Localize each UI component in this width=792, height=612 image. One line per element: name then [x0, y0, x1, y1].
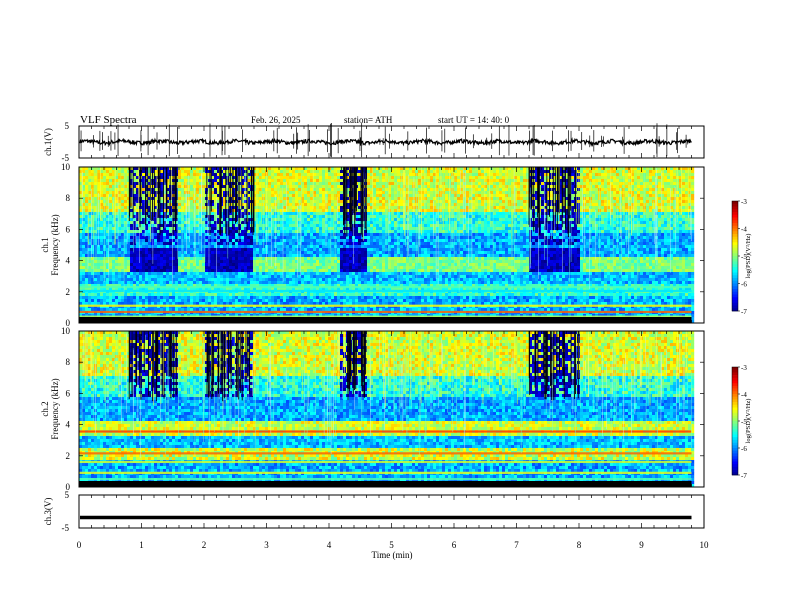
ch2-spectrogram-band-1: [79, 452, 692, 454]
figure-title: VLF Spectra: [80, 114, 137, 126]
ch1-spectrogram-ytick-4: 8: [66, 193, 71, 203]
station-label: station= ATH: [344, 115, 393, 125]
time-tick-5: 5: [389, 540, 394, 550]
time-tick-10: 10: [700, 540, 710, 550]
ch1-spectrogram-colorbar-label: log(PSD)(V²/Hz): [745, 234, 752, 279]
ch3-waveform-ytick-1: -5: [62, 523, 70, 533]
ch3-waveform-panel: 5 -5 ch.3(V): [43, 490, 704, 533]
ch2-spectrogram-ylabel-line1: ch.2: [40, 401, 50, 416]
ch1-spectrogram-band-3: [79, 311, 692, 313]
ch1-spectrogram-low-floor: [79, 317, 692, 323]
ch1-spectrogram-ylabel-line1: ch.1: [40, 237, 50, 252]
time-tick-0: 0: [77, 540, 82, 550]
ch2-spectrogram-band-4: [79, 478, 692, 480]
ch2-spectrogram-band-2: [79, 461, 692, 463]
ch2-spectrogram-ylabel-line2: Frequency (kHz): [50, 378, 60, 439]
ch1-spectrogram-colorbar-tick-4: -7: [741, 308, 747, 316]
time-tick-8: 8: [577, 540, 582, 550]
ch2-spectrogram-ytick-3: 6: [66, 388, 71, 398]
ch1-waveform-trace: [80, 139, 691, 145]
ch3-waveform-ylabel: ch.3(V): [43, 498, 53, 526]
ch2-spectrogram-band-0: [79, 430, 692, 432]
ch1-spectrogram-colorbar-tick-3: -6: [741, 281, 747, 289]
ch2-spectrogram-ytick-1: 2: [66, 451, 71, 461]
time-tick-9: 9: [639, 540, 644, 550]
ch1-spectrogram-ytick-5: 10: [61, 162, 71, 172]
date-label: Feb. 26, 2025: [251, 115, 301, 125]
ch3-waveform-ytick-0: 5: [65, 490, 70, 500]
ch2-spectrogram-colorbar-tick-4: -7: [741, 472, 747, 480]
time-tick-7: 7: [514, 540, 519, 550]
ch2-spectrogram-ytick-2: 4: [66, 420, 71, 430]
ch1-spectrogram-band-1: [79, 290, 692, 292]
ch1-spectrogram-band-0: [79, 286, 692, 288]
time-tick-4: 4: [327, 540, 332, 550]
ch2-spectrogram-colorbar-tick-1: -4: [741, 391, 747, 399]
time-tick-6: 6: [452, 540, 457, 550]
ch1-spectrogram-ytick-1: 2: [66, 287, 71, 297]
ch1-spectrogram-ytick-2: 4: [66, 256, 71, 266]
ch2-spectrogram-colorbar-tick-3: -6: [741, 445, 747, 453]
ch2-spectrogram-low-floor: [79, 481, 692, 487]
ch1-spectrogram-colorbar-tick-1: -4: [741, 226, 747, 234]
ch1-waveform-panel: 5-5ch.1(V): [43, 121, 704, 163]
ch1-spectrogram-ytick-3: 6: [66, 224, 71, 234]
ch1-spectrogram-ylabel-line2: Frequency (kHz): [50, 214, 60, 275]
time-tick-3: 3: [264, 540, 269, 550]
ch1-spectrogram-band-2: [79, 305, 692, 307]
ch2-spectrogram-ytick-5: 10: [61, 326, 71, 336]
ch2-spectrogram-band-3: [79, 472, 692, 474]
start-ut-label: start UT = 14: 40: 0: [438, 115, 510, 125]
ch1-waveform-ytick-0: 5: [65, 121, 70, 131]
ch2-spectrogram-colorbar-tick-0: -3: [741, 364, 747, 372]
time-axis: 0 1 2 3 4 5 6 7 8 9 10 Time (min): [77, 540, 709, 560]
time-tick-1: 1: [139, 540, 144, 550]
ch1-waveform-ylabel: ch.1(V): [43, 128, 53, 156]
time-tick-2: 2: [202, 540, 207, 550]
ch2-spectrogram-ytick-4: 8: [66, 357, 71, 367]
ch1-spectrogram-colorbar-tick-0: -3: [741, 198, 747, 206]
time-axis-label: Time (min): [372, 550, 413, 560]
ch2-spectrogram-colorbar-label: log(PSD)(V²/Hz): [745, 399, 752, 444]
